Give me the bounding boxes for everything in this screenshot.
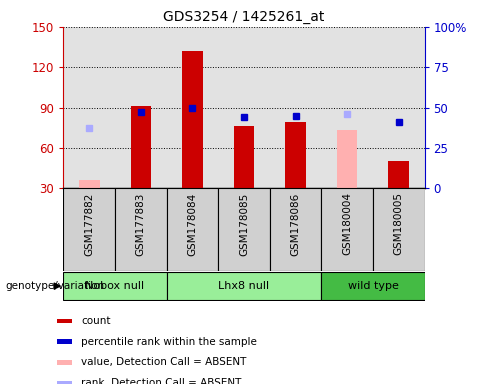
Text: GSM178084: GSM178084 <box>187 192 198 255</box>
Text: GSM177882: GSM177882 <box>84 192 94 256</box>
Bar <box>166 188 218 271</box>
Bar <box>218 27 270 188</box>
Bar <box>270 188 322 271</box>
Text: value, Detection Call = ABSENT: value, Detection Call = ABSENT <box>81 358 246 367</box>
Text: Lhx8 null: Lhx8 null <box>219 281 269 291</box>
Bar <box>322 188 373 271</box>
Text: rank, Detection Call = ABSENT: rank, Detection Call = ABSENT <box>81 378 242 384</box>
Bar <box>373 27 425 188</box>
Bar <box>115 27 166 188</box>
Bar <box>337 131 358 188</box>
Text: wild type: wild type <box>347 281 398 291</box>
Bar <box>57 381 72 384</box>
Bar <box>182 51 203 188</box>
Bar <box>322 272 425 300</box>
Bar <box>57 339 72 344</box>
Text: GSM180004: GSM180004 <box>342 192 352 255</box>
Title: GDS3254 / 1425261_at: GDS3254 / 1425261_at <box>163 10 325 25</box>
Text: count: count <box>81 316 111 326</box>
Bar <box>63 272 166 300</box>
Bar <box>63 27 115 188</box>
Bar <box>234 126 254 188</box>
Bar <box>270 27 322 188</box>
Text: GSM178085: GSM178085 <box>239 192 249 255</box>
Bar <box>166 27 218 188</box>
Bar <box>166 272 322 300</box>
Bar <box>63 188 115 271</box>
Bar <box>115 188 166 271</box>
Bar <box>57 319 72 323</box>
Text: GSM178086: GSM178086 <box>290 192 301 255</box>
Bar <box>388 161 409 188</box>
Bar <box>218 188 270 271</box>
Text: genotype/variation: genotype/variation <box>5 281 104 291</box>
Bar <box>57 360 72 365</box>
Bar <box>285 122 306 188</box>
Bar <box>130 106 151 188</box>
Text: Nobox null: Nobox null <box>85 281 144 291</box>
Text: GSM177883: GSM177883 <box>136 192 146 256</box>
Bar <box>322 27 373 188</box>
Text: percentile rank within the sample: percentile rank within the sample <box>81 337 257 347</box>
Text: GSM180005: GSM180005 <box>394 192 404 255</box>
Bar <box>373 188 425 271</box>
Bar <box>79 180 100 188</box>
